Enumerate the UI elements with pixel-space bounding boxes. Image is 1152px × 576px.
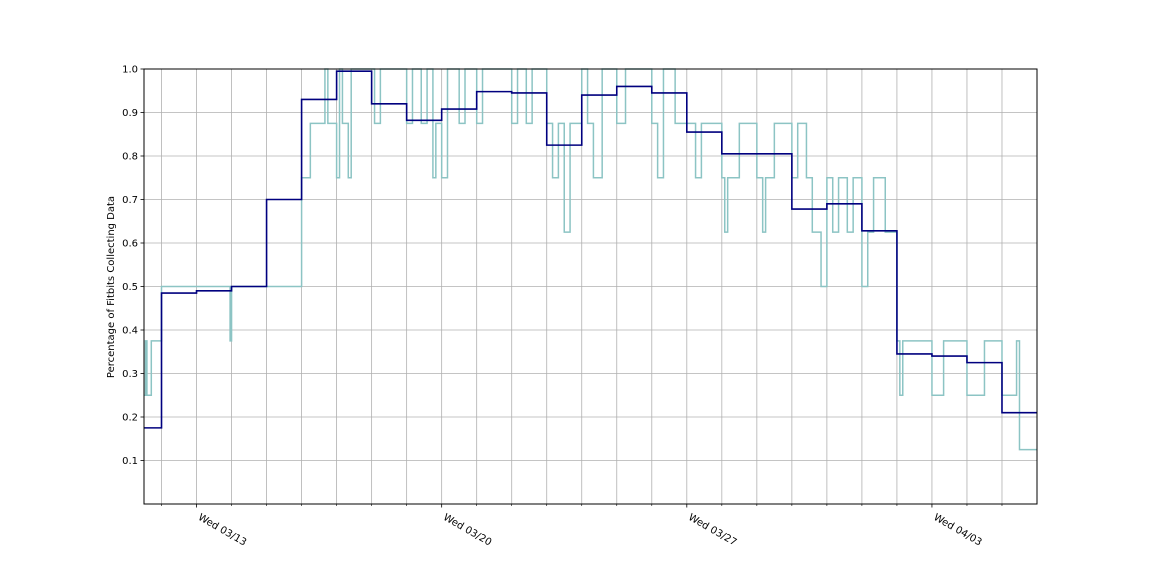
y-tick-label: 0.1	[122, 456, 138, 467]
x-tick-label: Wed 03/27	[686, 512, 738, 548]
y-tick-label: 0.9	[122, 108, 138, 119]
y-tick-label: 0.2	[122, 413, 138, 424]
x-tick-label: Wed 03/20	[441, 512, 493, 548]
x-tick-label: Wed 03/13	[196, 512, 248, 548]
x-tick-label: Wed 04/03	[931, 512, 983, 548]
hourly-series-line	[144, 68, 1037, 451]
series-layer	[144, 68, 1037, 451]
y-tick-label: 0.6	[122, 239, 138, 250]
y-axis-label: Percentage of Fitbits Collecting Data	[106, 196, 117, 378]
y-tick-label: 0.7	[122, 195, 138, 206]
y-tick-label: 0.8	[122, 152, 138, 163]
axis-ticks: 0.1 0.2 0.3 0.4 0.5 0.6 0.7 0.8 0.9 1.0 Wed 03/13 W…	[122, 65, 1003, 549]
y-tick-label: 0.4	[122, 326, 138, 337]
daily-series-line	[144, 70, 1037, 429]
y-tick-label: 0.5	[122, 282, 138, 293]
y-tick-label: 0.3	[122, 369, 138, 380]
y-tick-label: 1.0	[122, 65, 138, 76]
